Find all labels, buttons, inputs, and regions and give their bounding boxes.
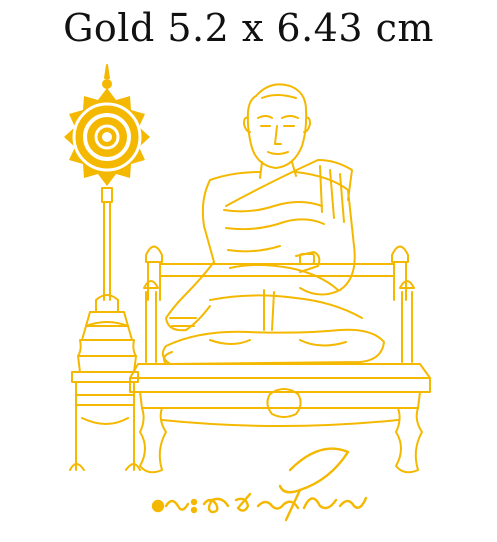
signature-image [151,447,368,522]
sun-emblem-icon [64,64,150,186]
monk-figure [161,83,385,365]
page-title: Gold 5.2 x 6.43 cm [63,6,434,50]
